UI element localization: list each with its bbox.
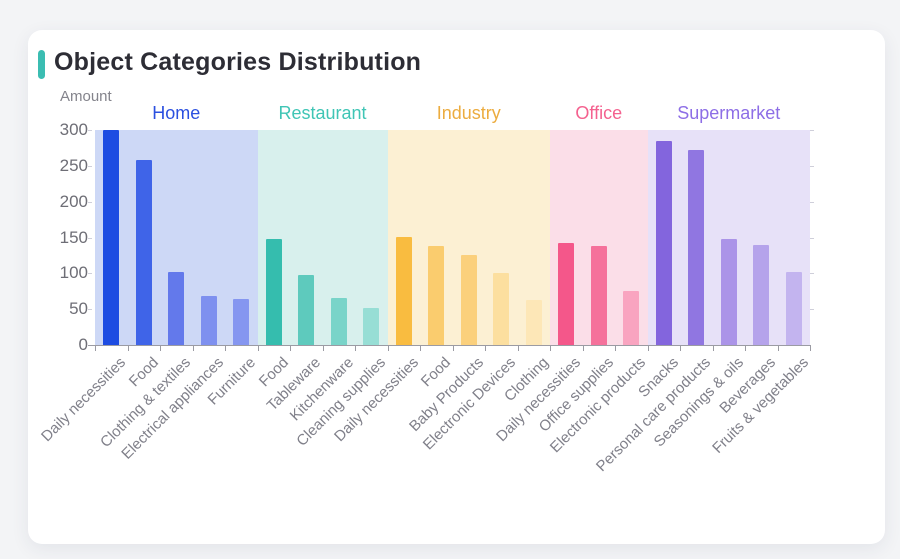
bar-supermarket-personal-care-products[interactable]: [688, 150, 705, 345]
x-axis-tick: [420, 345, 421, 351]
bar-restaurant-tableware[interactable]: [298, 275, 315, 345]
x-axis-tick: [615, 345, 616, 351]
title-accent-bar: [38, 50, 45, 79]
bar-office-electronic-products[interactable]: [623, 291, 640, 345]
y-axis-tick-left: [88, 130, 92, 131]
x-axis-tick: [517, 345, 519, 351]
x-axis-tick: [387, 345, 389, 351]
bar-restaurant-food[interactable]: [265, 239, 282, 345]
bar-industry-baby-products[interactable]: [460, 255, 477, 345]
bar-industry-electronic-devices[interactable]: [493, 273, 510, 345]
x-axis-tick: [550, 345, 551, 351]
x-axis-tick: [192, 345, 194, 351]
y-axis-tick-right: [810, 165, 814, 167]
x-axis-tick: [485, 345, 486, 351]
x-axis-tick: [355, 345, 356, 351]
y-axis-tick-left: [88, 273, 92, 275]
bar-home-food[interactable]: [135, 160, 152, 345]
x-axis-tick: [127, 345, 129, 351]
bar-chart: Home Restaurant Industry Office Supermarket 0…: [28, 30, 885, 544]
x-axis-tick: [712, 345, 714, 351]
x-axis-tick: [160, 345, 161, 351]
group-label-office: Office: [575, 103, 623, 123]
y-tick-label: 0: [78, 335, 88, 354]
x-axis-tick: [745, 345, 746, 351]
bar-industry-clothing[interactable]: [525, 300, 542, 345]
y-axis-tick-right: [810, 130, 814, 131]
y-tick-label: 200: [59, 191, 88, 211]
bar-industry-food[interactable]: [428, 246, 445, 345]
y-axis-tick-right: [810, 201, 814, 203]
x-axis-tick: [225, 345, 226, 351]
bar-supermarket-fruits-vegetables[interactable]: [785, 272, 802, 345]
bar-supermarket-snacks[interactable]: [655, 141, 672, 345]
group-label-home: Home: [152, 103, 201, 123]
x-axis-tick: [680, 345, 681, 351]
chart-card: Object Categories Distribution Amount Ho…: [28, 30, 885, 544]
bar-office-office-supplies[interactable]: [590, 246, 607, 345]
y-axis-tick-left: [88, 201, 92, 203]
group-label-supermarket: Supermarket: [677, 103, 781, 123]
y-axis-title: Amount: [60, 88, 112, 105]
x-axis-tick: [322, 345, 324, 351]
y-axis-tick-right: [810, 309, 814, 311]
y-tick-label: 300: [59, 120, 88, 139]
group-label-restaurant: Restaurant: [278, 103, 367, 123]
bar-home-clothing-textiles[interactable]: [168, 272, 185, 345]
bar-industry-daily-necessities[interactable]: [395, 237, 412, 345]
x-axis-tick: [777, 345, 779, 351]
y-tick-label: 100: [59, 263, 88, 283]
y-axis-tick-left: [88, 165, 92, 167]
x-axis-tick: [257, 345, 259, 351]
bar-restaurant-cleaning-supplies[interactable]: [363, 308, 380, 345]
x-axis-tick: [452, 345, 454, 351]
bar-home-electrical-appliances[interactable]: [200, 296, 217, 345]
y-tick-label: 150: [59, 227, 88, 247]
y-axis-tick-right: [810, 273, 814, 275]
x-axis-tick: [647, 345, 649, 351]
bar-supermarket-beverages[interactable]: [753, 245, 770, 345]
y-axis-tick-right: [810, 237, 814, 239]
y-axis-tick-left: [88, 237, 92, 239]
y-tick-label: 250: [59, 155, 88, 175]
bar-supermarket-seasonings-oils[interactable]: [720, 239, 737, 345]
y-axis-tick-left: [88, 309, 92, 311]
chart-title: Object Categories Distribution: [54, 48, 422, 76]
bar-restaurant-kitchenware[interactable]: [330, 298, 347, 345]
y-tick-label: 50: [69, 299, 88, 319]
bar-home-furniture[interactable]: [233, 299, 250, 345]
x-axis-tick: [290, 345, 291, 351]
x-axis-tick: [810, 345, 811, 351]
bar-office-daily-necessities[interactable]: [558, 243, 575, 345]
x-axis-tick: [582, 345, 584, 351]
x-axis-tick: [95, 345, 96, 351]
group-label-industry: Industry: [436, 103, 501, 123]
bar-home-daily-necessities[interactable]: [103, 130, 120, 345]
x-axis-line: [88, 345, 810, 346]
